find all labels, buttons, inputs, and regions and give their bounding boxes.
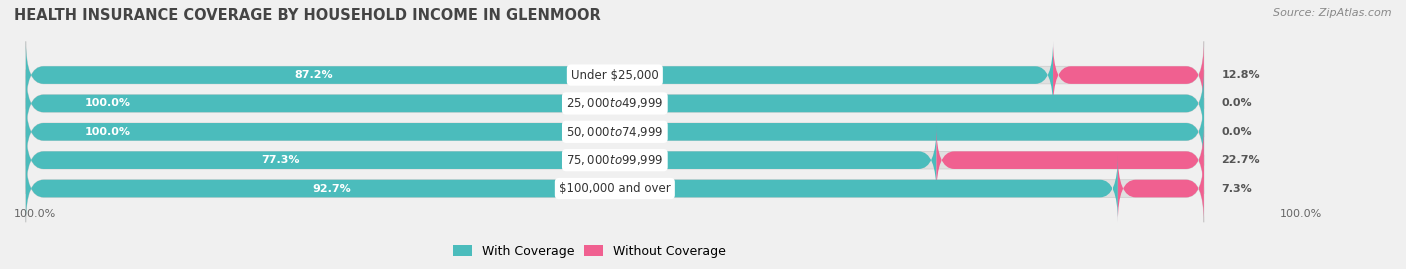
Text: $50,000 to $74,999: $50,000 to $74,999 <box>567 125 664 139</box>
Text: $25,000 to $49,999: $25,000 to $49,999 <box>567 97 664 111</box>
Text: 7.3%: 7.3% <box>1222 183 1253 193</box>
Text: 12.8%: 12.8% <box>1222 70 1260 80</box>
FancyBboxPatch shape <box>25 126 936 194</box>
FancyBboxPatch shape <box>936 126 1204 194</box>
FancyBboxPatch shape <box>25 70 1204 137</box>
Text: Under $25,000: Under $25,000 <box>571 69 659 82</box>
FancyBboxPatch shape <box>25 155 1118 222</box>
Text: 100.0%: 100.0% <box>14 209 56 219</box>
FancyBboxPatch shape <box>25 155 1204 222</box>
FancyBboxPatch shape <box>25 70 1204 137</box>
FancyBboxPatch shape <box>25 98 1204 165</box>
FancyBboxPatch shape <box>1053 41 1204 109</box>
Text: 87.2%: 87.2% <box>294 70 333 80</box>
Text: Source: ZipAtlas.com: Source: ZipAtlas.com <box>1274 8 1392 18</box>
Text: HEALTH INSURANCE COVERAGE BY HOUSEHOLD INCOME IN GLENMOOR: HEALTH INSURANCE COVERAGE BY HOUSEHOLD I… <box>14 8 600 23</box>
FancyBboxPatch shape <box>25 126 1204 194</box>
FancyBboxPatch shape <box>25 98 1204 165</box>
Text: 100.0%: 100.0% <box>84 98 131 108</box>
Text: 92.7%: 92.7% <box>312 183 352 193</box>
Text: $100,000 and over: $100,000 and over <box>560 182 671 195</box>
Text: 100.0%: 100.0% <box>84 127 131 137</box>
Text: 77.3%: 77.3% <box>262 155 299 165</box>
Text: 0.0%: 0.0% <box>1222 98 1253 108</box>
FancyBboxPatch shape <box>25 41 1053 109</box>
Text: $75,000 to $99,999: $75,000 to $99,999 <box>567 153 664 167</box>
Text: 0.0%: 0.0% <box>1222 127 1253 137</box>
FancyBboxPatch shape <box>1118 155 1204 222</box>
Legend: With Coverage, Without Coverage: With Coverage, Without Coverage <box>449 240 731 263</box>
Text: 22.7%: 22.7% <box>1222 155 1260 165</box>
FancyBboxPatch shape <box>25 41 1204 109</box>
Text: 100.0%: 100.0% <box>1279 209 1322 219</box>
